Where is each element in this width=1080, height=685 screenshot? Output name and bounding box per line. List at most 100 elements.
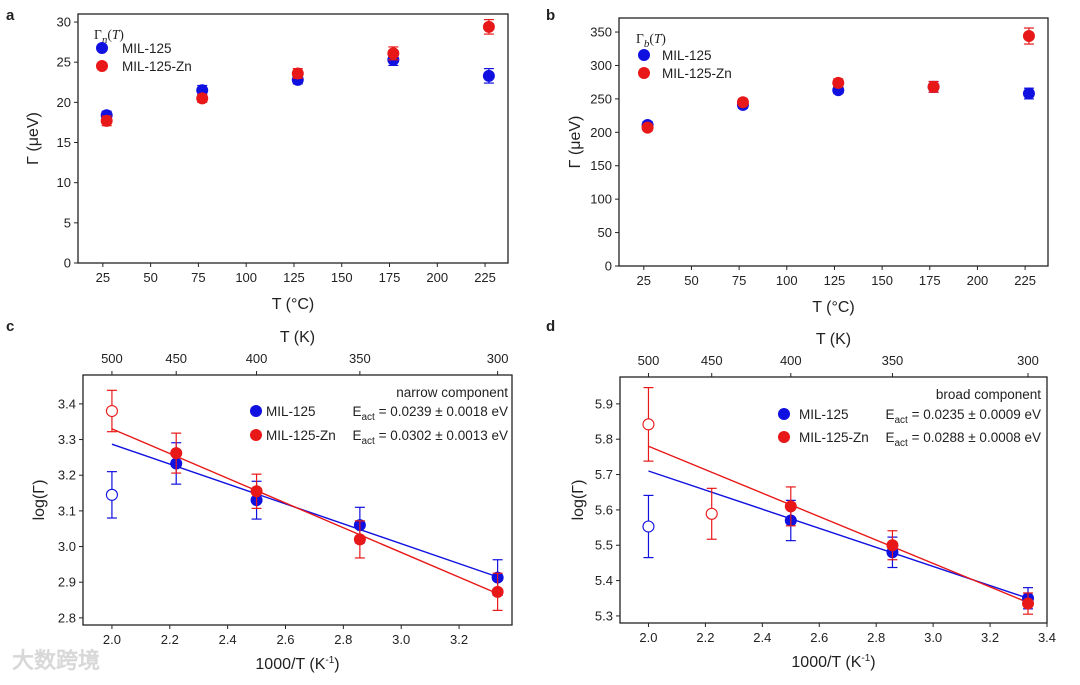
x-tick-label: 25 <box>96 270 110 285</box>
x-tick-label: 3.0 <box>392 632 410 647</box>
y-tick-label: 3.2 <box>58 468 76 483</box>
y-axis-title: log(Γ) <box>31 480 48 521</box>
legend-label: MIL-125-Zn <box>122 59 192 74</box>
data-point <box>291 67 304 80</box>
x-tick-label: 150 <box>871 273 893 288</box>
data-point <box>1022 30 1035 43</box>
x-tick-label: 25 <box>637 273 651 288</box>
y-tick-label: 50 <box>598 225 612 240</box>
activation-energy: Eact = 0.0302 ± 0.0013 eV <box>352 428 508 447</box>
x-tick-label: 100 <box>235 270 257 285</box>
x-axis-title: 1000/T (K-1) <box>255 655 339 673</box>
y-tick-label: 15 <box>57 135 71 150</box>
x-tick-label: 50 <box>684 273 698 288</box>
data-point-open <box>105 404 118 418</box>
x-tick-label: 3.2 <box>450 632 468 647</box>
top-x-tick-label: 450 <box>701 353 723 368</box>
legend-label: MIL-125 <box>662 48 712 63</box>
x-tick-label: 200 <box>967 273 989 288</box>
data-point <box>196 92 209 105</box>
y-tick-label: 3.0 <box>58 539 76 554</box>
x-tick-label: 2.2 <box>161 632 179 647</box>
data-point <box>482 69 495 82</box>
panel-a: a 25 50 75 100 125 150 175 200 225 0 5 10 15 20 25 30 T (… <box>6 7 509 313</box>
panel-b: b 25 50 75 100 125 150 175 200 225 0 50 100 150 200 250… <box>546 7 1049 316</box>
plot-frame <box>77 13 509 264</box>
y-tick-label: 200 <box>590 125 612 140</box>
legend-marker <box>638 67 650 79</box>
data-point-open <box>642 520 655 533</box>
y-tick-label: 20 <box>57 95 71 110</box>
panel-label: a <box>6 7 15 24</box>
top-x-tick-label: 350 <box>349 351 371 366</box>
x-axis-title: T (°C) <box>272 296 315 313</box>
y-tick-label: 0 <box>64 256 71 271</box>
x-tick-label: 150 <box>331 270 353 285</box>
top-x-tick-label: 500 <box>638 353 660 368</box>
top-x-tick-label: 300 <box>487 351 509 366</box>
top-x-tick-label: 350 <box>882 353 904 368</box>
x-tick-label: 3.2 <box>981 630 999 645</box>
data-point <box>886 539 899 552</box>
top-x-tick-label: 500 <box>101 351 123 366</box>
plot-frame <box>619 376 1048 624</box>
x-tick-label: 75 <box>732 273 746 288</box>
fit-line-mil-125-zn <box>648 445 1029 604</box>
y-tick-label: 5.9 <box>595 396 613 411</box>
y-tick-label: 350 <box>590 25 612 40</box>
y-tick-label: 5.4 <box>595 573 613 588</box>
data-point <box>491 585 504 598</box>
top-x-tick-label: 400 <box>780 353 802 368</box>
data-point <box>482 20 495 33</box>
x-tick-label: 2.4 <box>753 630 771 645</box>
x-tick-label: 2.8 <box>867 630 885 645</box>
y-tick-label: 25 <box>57 55 71 70</box>
plot-frame <box>82 374 513 626</box>
data-point <box>1022 597 1035 610</box>
x-tick-label: 2.2 <box>696 630 714 645</box>
x-tick-label: 225 <box>474 270 496 285</box>
x-tick-label: 125 <box>824 273 846 288</box>
y-axis-title: Γ (μeV) <box>25 112 42 165</box>
y-tick-label: 100 <box>590 192 612 207</box>
activation-energy: Eact = 0.0239 ± 0.0018 eV <box>352 404 508 423</box>
y-tick-label: 5.6 <box>595 502 613 517</box>
activation-energy: Eact = 0.0288 ± 0.0008 eV <box>885 430 1041 449</box>
x-tick-label: 3.0 <box>924 630 942 645</box>
x-tick-label: 175 <box>919 273 941 288</box>
legend-label: MIL-125-Zn <box>266 428 336 443</box>
top-x-tick-label: 400 <box>246 351 268 366</box>
x-axis-title: 1000/T (K-1) <box>791 653 875 671</box>
panel-label: b <box>546 7 555 24</box>
plot-frame <box>618 17 1049 267</box>
y-tick-label: 5.7 <box>595 467 613 482</box>
legend-marker <box>96 42 108 54</box>
data-point-open <box>705 507 718 520</box>
top-x-axis-title: T (K) <box>816 331 851 348</box>
data-point <box>100 114 113 127</box>
x-tick-label: 175 <box>379 270 401 285</box>
y-tick-label: 5.8 <box>595 432 613 447</box>
data-point <box>641 121 654 134</box>
x-tick-label: 2.0 <box>103 632 121 647</box>
data-point-open <box>642 418 655 431</box>
data-point <box>387 47 400 60</box>
legend-title: Γb(T) <box>636 31 666 50</box>
legend-marker <box>638 49 650 61</box>
top-x-tick-label: 450 <box>165 351 187 366</box>
legend-marker <box>96 60 108 72</box>
panel-label: d <box>546 318 555 335</box>
x-tick-label: 2.0 <box>639 630 657 645</box>
data-point-open <box>105 488 118 501</box>
x-tick-label: 75 <box>191 270 205 285</box>
panel-c: c 2.0 2.2 2.4 2.6 2.8 3.0 3.2 2.8 2.9 3.0 3.1 3.2 3.3… <box>6 318 513 673</box>
legend-marker <box>250 429 262 441</box>
x-tick-label: 200 <box>426 270 448 285</box>
legend-marker <box>778 431 790 443</box>
legend-label: MIL-125 <box>799 407 849 422</box>
top-x-axis-title: T (K) <box>280 329 315 346</box>
panel-label: c <box>6 318 14 335</box>
y-tick-label: 5.5 <box>595 538 613 553</box>
y-tick-label: 2.9 <box>58 575 76 590</box>
y-tick-label: 10 <box>57 175 71 190</box>
